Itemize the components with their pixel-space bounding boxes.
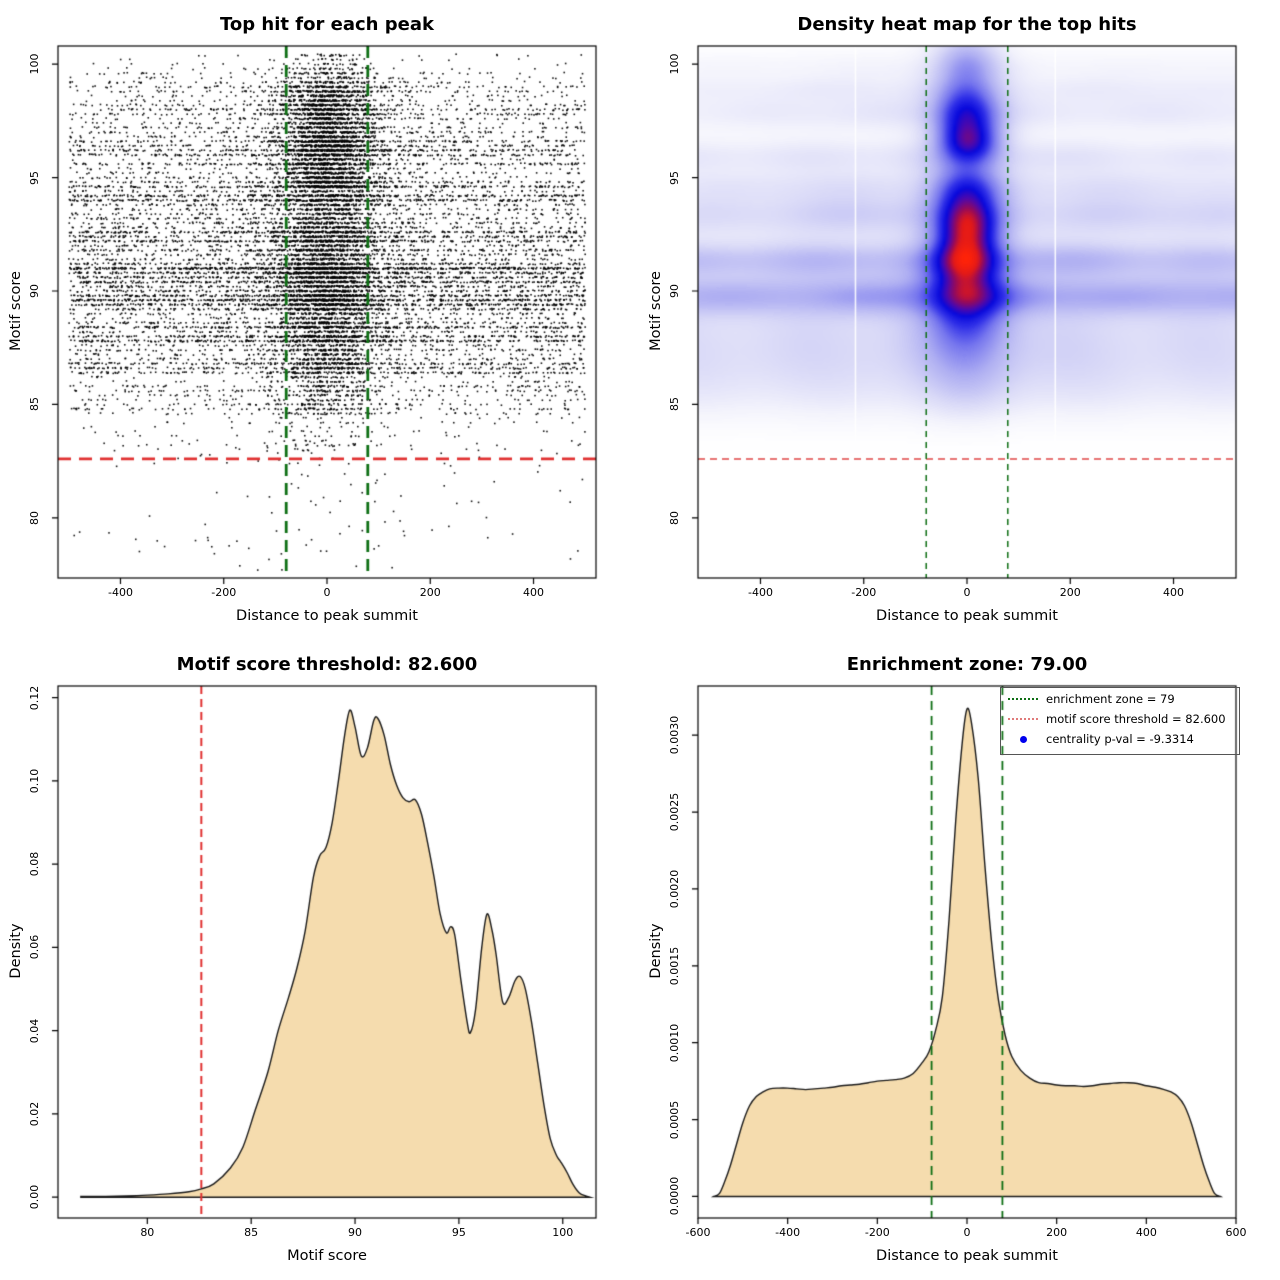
x-tick-label: 200 xyxy=(1046,1226,1068,1239)
y-tick-label: 100 xyxy=(668,53,681,75)
legend-label: enrichment zone = 79 xyxy=(1046,692,1175,706)
x-tick-label: 95 xyxy=(451,1226,466,1239)
x-tick-label: 0 xyxy=(963,586,971,599)
dotted-line-sample-icon xyxy=(1008,698,1038,700)
y-tick-label: 0.0015 xyxy=(668,946,681,986)
x-tick-label: 90 xyxy=(348,1226,363,1239)
x-tick-label: 200 xyxy=(1059,586,1081,599)
x-axis-label: Distance to peak summit xyxy=(236,608,418,624)
x-tick-label: 100 xyxy=(552,1226,574,1239)
y-tick-label: 85 xyxy=(668,397,681,412)
dotted-line-sample-icon xyxy=(1008,718,1038,720)
x-tick-label: 85 xyxy=(244,1226,259,1239)
y-tick-label: 0.10 xyxy=(28,768,41,794)
chart-title: Top hit for each peak xyxy=(220,14,434,35)
blue-point-icon xyxy=(1019,735,1027,743)
x-tick-label: -400 xyxy=(747,586,773,599)
x-tick-label: 400 xyxy=(1163,586,1185,599)
y-tick-label: 0.02 xyxy=(28,1101,41,1127)
y-tick-label: 0.0025 xyxy=(668,792,681,832)
y-axis-label: Motif score xyxy=(648,271,664,351)
density-heatmap-canvas xyxy=(640,0,1280,640)
legend-box: enrichment zone = 79 motif score thresho… xyxy=(1000,687,1240,755)
x-axis-label: Distance to peak summit xyxy=(876,608,1058,624)
y-tick-label: 0.0020 xyxy=(668,869,681,909)
x-tick-label: -400 xyxy=(775,1226,801,1239)
y-tick-label: 100 xyxy=(28,53,41,75)
x-tick-label: 0 xyxy=(963,1226,971,1239)
panel-density-heatmap: Density heat map for the top hits Distan… xyxy=(640,0,1280,640)
y-tick-label: 90 xyxy=(668,284,681,298)
legend-label: centrality p-val = -9.3314 xyxy=(1046,732,1194,746)
y-tick-label: 0.12 xyxy=(28,685,41,710)
chart-title: Motif score threshold: 82.600 xyxy=(176,654,478,675)
y-tick-label: 0.0005 xyxy=(668,1100,681,1139)
y-tick-label: 0.0010 xyxy=(668,1023,681,1062)
y-tick-label: 95 xyxy=(668,170,681,185)
y-axis-label: Density xyxy=(8,923,24,979)
chart-title: Enrichment zone: 79.00 xyxy=(846,654,1088,675)
summit-distance-density-canvas xyxy=(640,640,1280,1280)
panel-top-hit-scatter: Top hit for each peak Distance to peak s… xyxy=(0,0,640,640)
x-tick-label: -200 xyxy=(211,586,237,599)
y-tick-label: 0.04 xyxy=(28,1018,41,1043)
x-tick-label: -400 xyxy=(107,586,133,599)
x-tick-label: 200 xyxy=(419,586,441,599)
legend-item-enrichment-zone: enrichment zone = 79 xyxy=(1001,690,1239,708)
x-axis-label: Distance to peak summit xyxy=(876,1248,1058,1264)
x-tick-label: -600 xyxy=(685,1226,711,1239)
y-tick-label: 90 xyxy=(28,284,41,298)
y-tick-label: 85 xyxy=(28,397,41,412)
chart-title: Density heat map for the top hits xyxy=(797,14,1137,35)
x-tick-label: 400 xyxy=(1135,1226,1157,1239)
y-tick-label: 80 xyxy=(668,510,681,525)
y-tick-label: 80 xyxy=(28,510,41,525)
panel-motif-score-density: Motif score threshold: 82.600 Motif scor… xyxy=(0,640,640,1280)
point-sample-wrap xyxy=(1008,735,1038,743)
x-tick-label: 600 xyxy=(1225,1226,1247,1239)
y-tick-label: 0.08 xyxy=(28,851,41,877)
y-tick-label: 0.0030 xyxy=(668,715,681,755)
x-tick-label: 400 xyxy=(523,586,545,599)
y-tick-label: 0.06 xyxy=(28,935,41,960)
y-axis-label: Motif score xyxy=(8,271,24,351)
y-axis-label: Density xyxy=(648,923,664,979)
panel-summit-distance-density: Enrichment zone: 79.00 Distance to peak … xyxy=(640,640,1280,1280)
legend-item-score-threshold: motif score threshold = 82.600 xyxy=(1001,710,1239,728)
motif-score-density-canvas xyxy=(0,640,640,1280)
top-hit-scatter-canvas xyxy=(0,0,640,640)
legend-item-centrality-pval: centrality p-val = -9.3314 xyxy=(1001,730,1239,748)
legend-label: motif score threshold = 82.600 xyxy=(1046,712,1226,726)
y-tick-label: 0.0000 xyxy=(668,1177,681,1216)
x-tick-label: -200 xyxy=(851,586,877,599)
x-tick-label: -200 xyxy=(864,1226,890,1239)
x-tick-label: 80 xyxy=(140,1226,155,1239)
y-tick-label: 95 xyxy=(28,170,41,185)
x-tick-label: 0 xyxy=(323,586,331,599)
y-tick-label: 0.00 xyxy=(28,1184,41,1210)
x-axis-label: Motif score xyxy=(287,1248,367,1264)
